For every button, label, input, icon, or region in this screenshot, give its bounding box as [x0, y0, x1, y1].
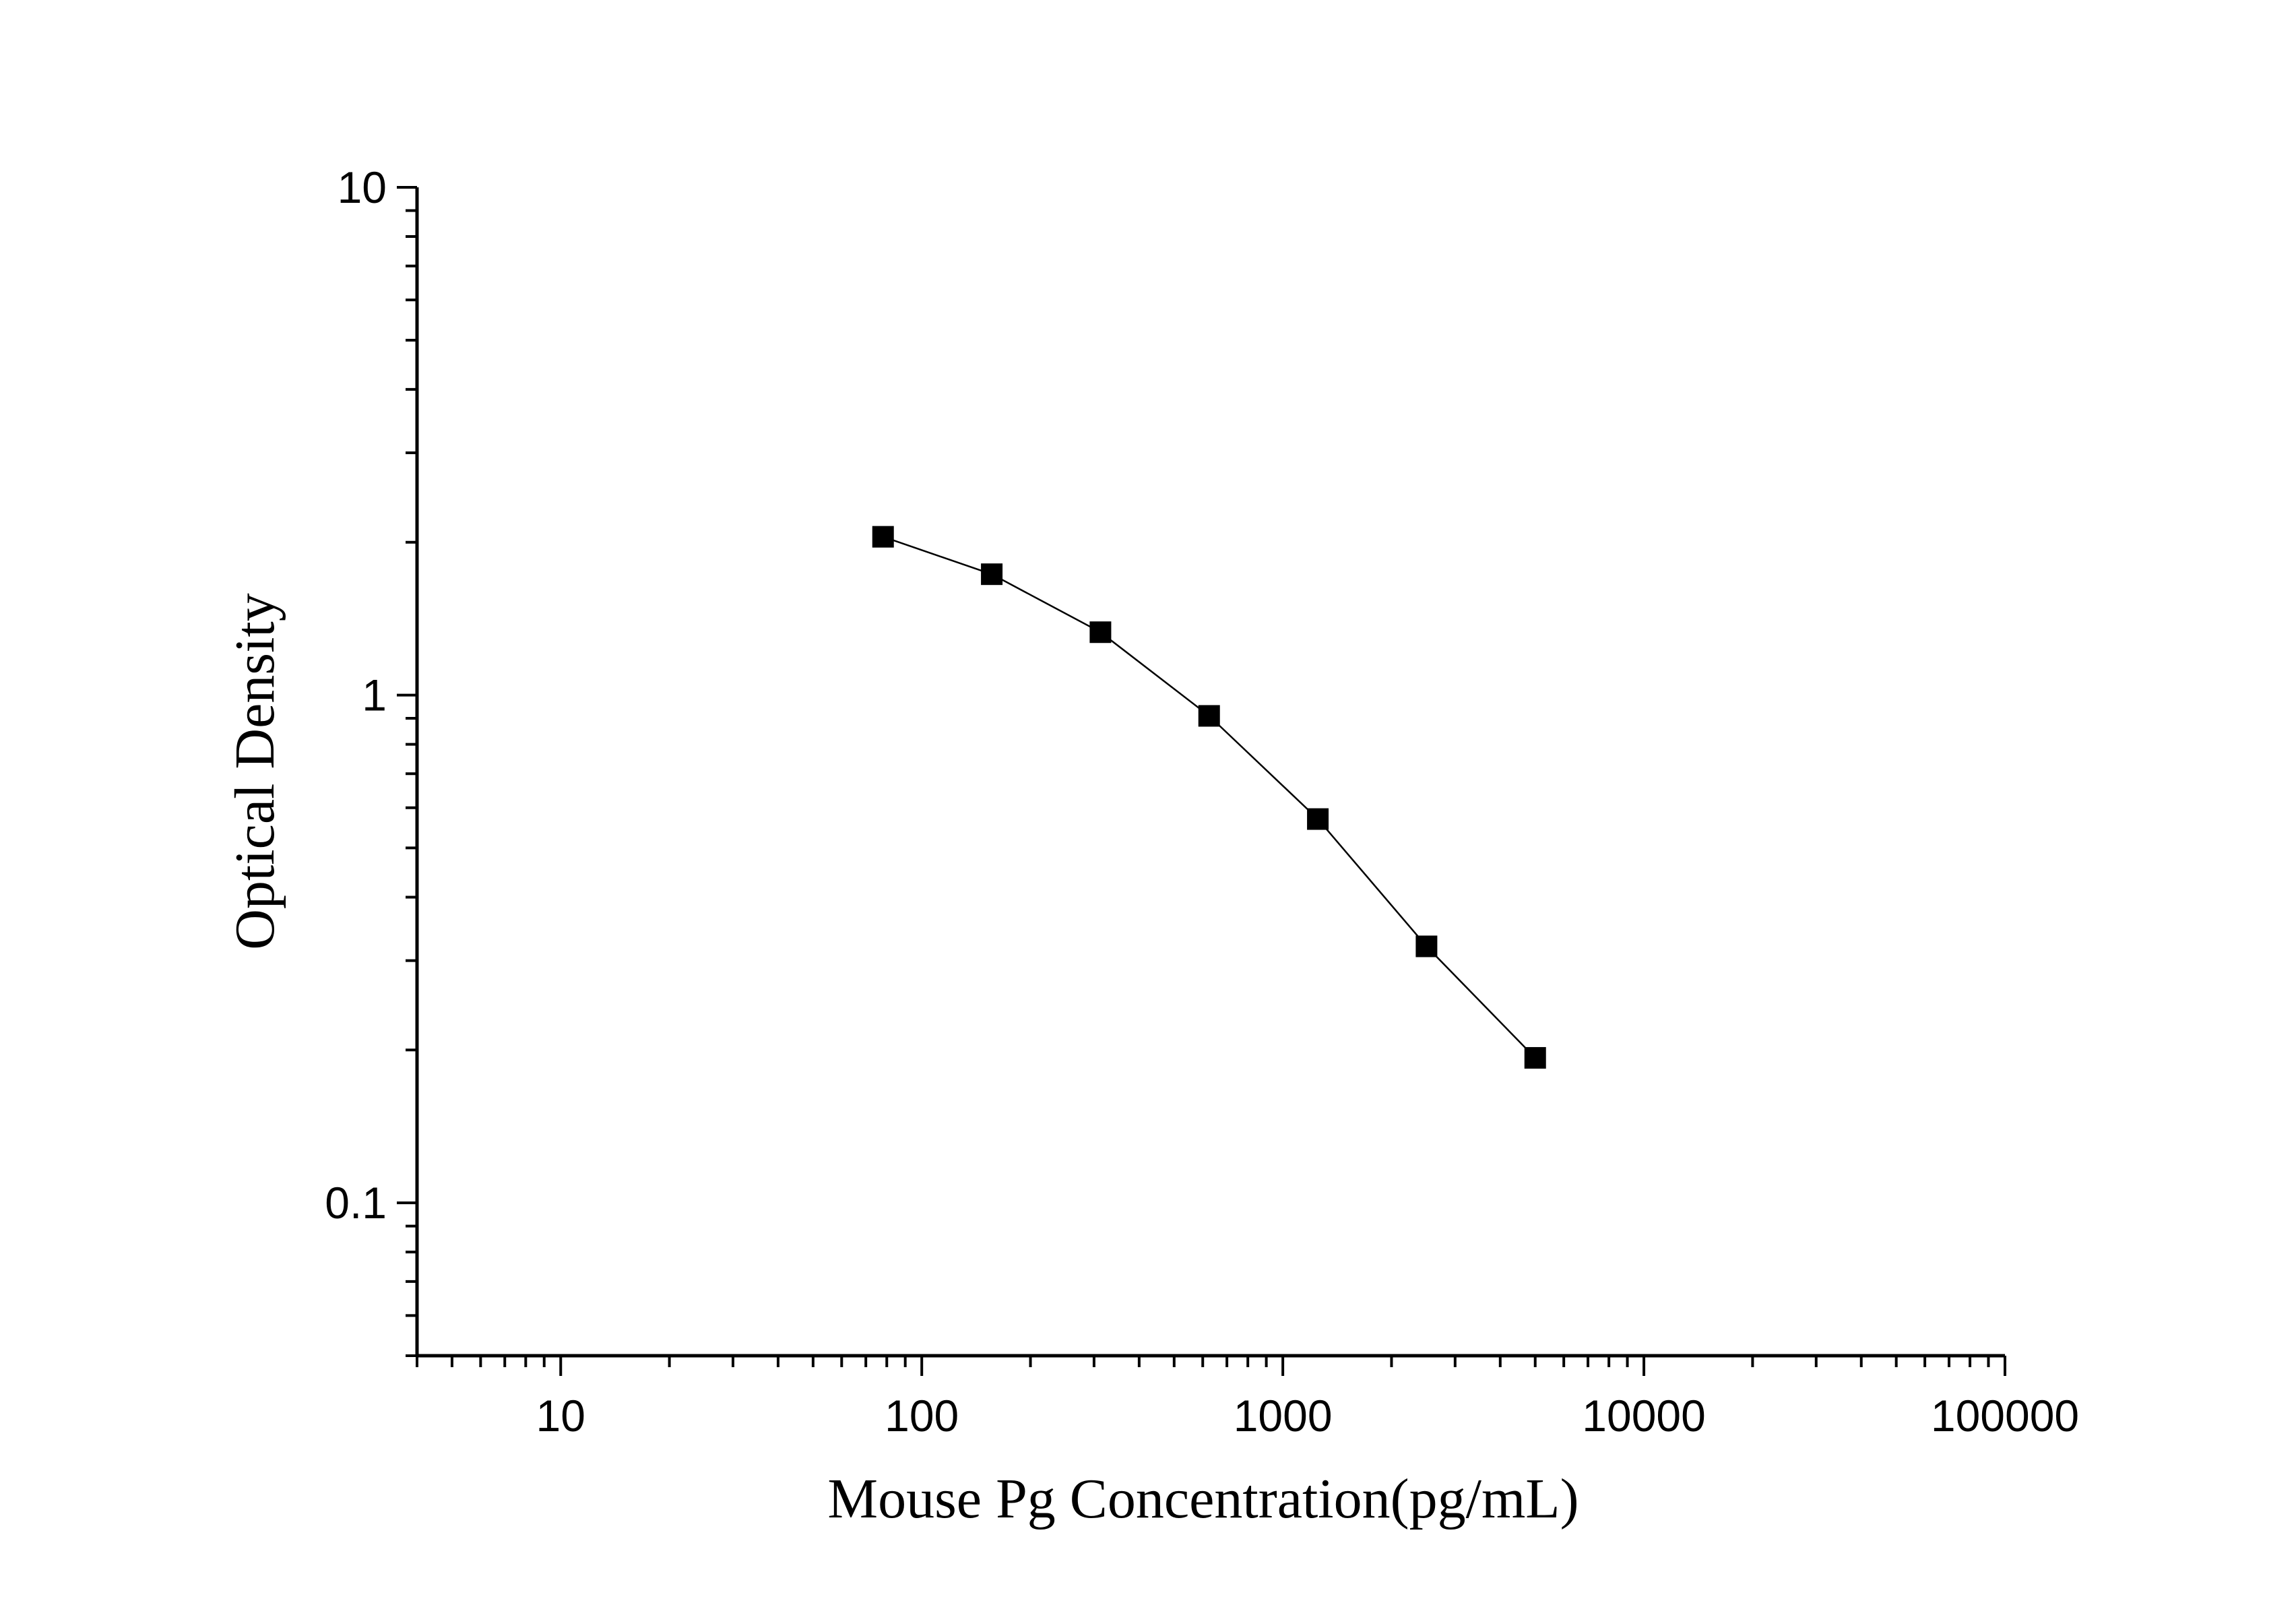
x-tick-label: 10000 [1582, 1391, 1706, 1441]
x-axis-tick-labels: 10 100 1000 10000 100000 [536, 1391, 2080, 1441]
x-tick-label: 100000 [1931, 1391, 2079, 1441]
x-tick-label: 100 [885, 1391, 959, 1441]
y-tick-label: 0.1 [325, 1178, 387, 1228]
data-point-marker [1307, 808, 1329, 830]
y-tick-label: 10 [338, 162, 387, 212]
data-point-marker [872, 526, 894, 548]
data-point-marker [1415, 935, 1438, 957]
axes [415, 187, 2005, 1358]
y-axis-tick-labels: 0.1 1 10 [325, 162, 387, 1228]
data-point-marker [1089, 621, 1112, 643]
series-group [872, 526, 1546, 1069]
y-axis-ticks [397, 186, 417, 1357]
x-axis-ticks [416, 1356, 2006, 1376]
y-tick-label: 1 [362, 670, 387, 720]
x-tick-label: 1000 [1234, 1391, 1333, 1441]
data-point-marker [1198, 705, 1220, 727]
series-line [883, 536, 1536, 1059]
y-axis-title: Optical Density [224, 593, 286, 950]
data-point-marker [1524, 1046, 1546, 1069]
x-axis-title: Mouse Pg Concentration(pg/mL) [827, 1468, 1578, 1530]
x-tick-label: 10 [536, 1391, 585, 1441]
data-point-marker [981, 563, 1003, 586]
